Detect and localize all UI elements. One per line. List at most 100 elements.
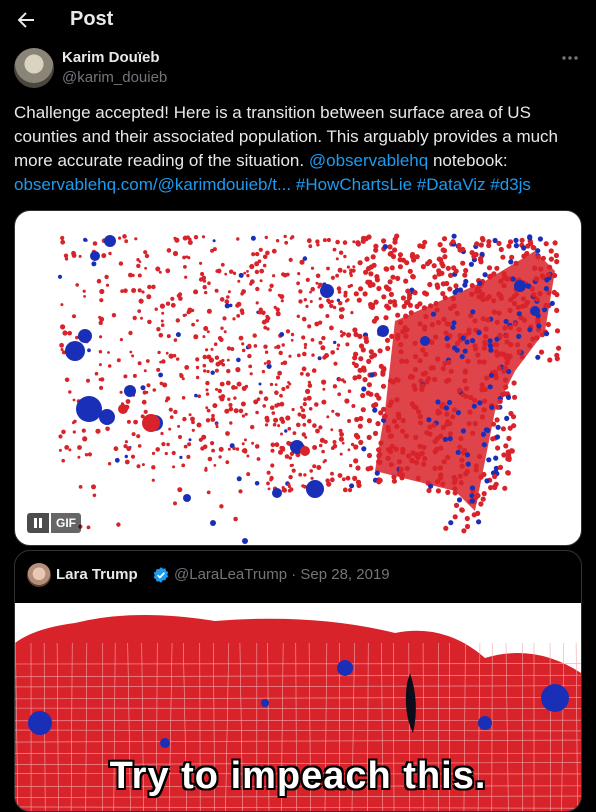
avatar[interactable]: [14, 48, 54, 88]
county-dot: [284, 235, 287, 238]
county-dot: [321, 400, 326, 405]
county-dot: [367, 418, 372, 423]
county-dot: [376, 453, 381, 458]
county-dot: [470, 338, 475, 343]
hashtag-link[interactable]: #HowChartsLie: [296, 175, 412, 194]
county-dot: [246, 472, 250, 476]
county-dot: [203, 326, 208, 331]
county-dot: [509, 255, 514, 260]
county-dot: [291, 464, 294, 467]
county-dot: [346, 332, 351, 337]
pause-icon[interactable]: [27, 513, 49, 533]
county-dot: [344, 398, 349, 403]
county-dot: [474, 463, 479, 468]
county-dot: [139, 299, 144, 304]
county-dot: [358, 260, 363, 265]
county-dot: [229, 270, 233, 274]
county-dot: [200, 272, 204, 276]
county-dot: [388, 279, 393, 284]
quoted-avatar[interactable]: [27, 563, 51, 587]
county-dot: [536, 323, 541, 328]
county-dot: [544, 331, 549, 336]
county-dot: [500, 255, 505, 260]
county-dot: [477, 359, 482, 364]
county-dot: [67, 331, 72, 336]
county-dot: [326, 267, 330, 271]
county-dot: [436, 488, 441, 493]
mention-link[interactable]: @observablehq: [309, 151, 428, 170]
county-dot: [552, 290, 557, 295]
county-dot: [424, 291, 429, 296]
county-dot: [453, 490, 458, 495]
county-dot: [196, 319, 199, 322]
county-dot: [423, 352, 428, 357]
county-dot: [480, 414, 485, 419]
county-dot: [366, 466, 371, 471]
county-dot: [381, 238, 386, 243]
quoted-image[interactable]: Try to impeach this.: [15, 603, 581, 812]
county-dot: [229, 407, 234, 412]
county-dot: [211, 348, 214, 351]
county-dot: [488, 384, 493, 389]
county-dot: [497, 366, 502, 371]
county-dot: [312, 368, 317, 373]
county-dot: [371, 403, 376, 408]
county-dot: [251, 252, 255, 256]
county-dot: [320, 345, 325, 350]
metro-dot: [530, 306, 540, 316]
county-dot: [459, 458, 464, 463]
quoted-author-name[interactable]: Lara Trump: [56, 566, 138, 583]
gif-controls: GIF: [27, 513, 81, 533]
county-dot: [282, 489, 285, 492]
county-dot: [279, 332, 284, 337]
county-dot: [168, 428, 171, 431]
county-dot: [82, 436, 87, 441]
county-dot: [531, 292, 536, 297]
county-dot: [367, 453, 372, 458]
county-dot: [263, 264, 267, 268]
county-dot: [292, 469, 296, 473]
county-dot: [229, 421, 232, 424]
county-dot: [270, 463, 274, 467]
county-dot: [254, 344, 258, 348]
hashtag-link[interactable]: #d3js: [490, 175, 531, 194]
author-name[interactable]: Karim Douïeb: [62, 49, 160, 66]
county-dot: [475, 493, 480, 498]
county-dot: [224, 273, 227, 276]
more-options-icon[interactable]: [560, 50, 580, 66]
county-dot: [251, 442, 254, 445]
county-dot: [358, 440, 363, 445]
url-link[interactable]: observablehq.com/@karimdouieb/t...: [14, 175, 291, 194]
county-dot: [470, 431, 475, 436]
county-dot: [203, 355, 208, 360]
quoted-post[interactable]: Lara Trump @LaraLeaTrump · Sep 28, 2019 …: [14, 550, 582, 812]
county-dot: [502, 486, 507, 491]
county-dot: [224, 330, 227, 333]
county-dot: [187, 308, 192, 313]
county-dot: [513, 238, 518, 243]
county-dot: [347, 266, 350, 269]
county-dot: [301, 335, 305, 339]
county-dot: [503, 443, 508, 448]
county-dot: [217, 269, 222, 274]
county-dot: [203, 369, 206, 372]
gif-media[interactable]: GIF: [14, 210, 582, 546]
county-dot: [225, 460, 229, 464]
county-dot: [351, 443, 354, 446]
county-dot: [289, 487, 293, 491]
county-dot: [232, 447, 236, 451]
county-dot: [236, 447, 239, 450]
county-dot: [155, 308, 158, 311]
county-dot: [428, 432, 433, 437]
county-dot: [65, 378, 70, 383]
county-dot: [527, 343, 532, 348]
county-dot: [508, 308, 513, 313]
county-dot: [316, 282, 319, 285]
county-dot: [520, 354, 525, 359]
county-dot: [405, 466, 410, 471]
county-dot: [179, 456, 182, 459]
hashtag-link[interactable]: #DataViz: [417, 175, 486, 194]
back-arrow-icon[interactable]: [14, 8, 38, 32]
author-handle[interactable]: @karim_douieb: [62, 69, 167, 86]
county-dot: [445, 343, 450, 348]
